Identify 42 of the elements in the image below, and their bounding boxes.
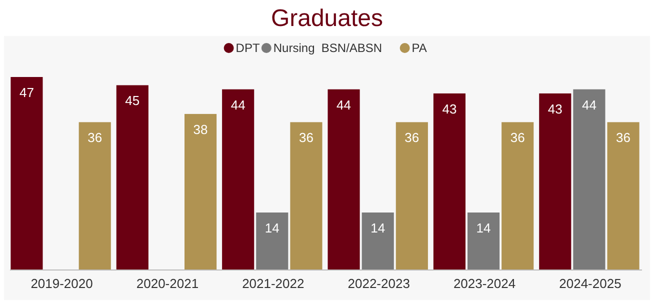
data-label: 45 — [125, 93, 140, 108]
bar — [573, 89, 606, 270]
data-label: 44 — [336, 97, 352, 112]
bar — [290, 122, 322, 270]
bar — [184, 114, 217, 270]
bar — [362, 212, 394, 270]
data-label: 14 — [370, 220, 386, 236]
data-label: 36 — [88, 130, 102, 146]
data-label: 14 — [476, 220, 491, 236]
bar — [222, 89, 254, 270]
bar — [78, 122, 111, 270]
legend-label: Nursing BSN/ABSN — [273, 41, 382, 55]
x-tick-label: 2019-2020 — [30, 276, 93, 291]
bar — [328, 89, 360, 270]
data-label: 43 — [548, 101, 562, 116]
data-label: 44 — [582, 97, 596, 112]
bar — [607, 122, 640, 270]
bar — [116, 85, 148, 270]
x-tick-label: 2021-2022 — [242, 276, 304, 291]
data-label: 36 — [404, 130, 420, 146]
x-tick-label: 2024-2025 — [559, 276, 622, 291]
x-tick-label: 2020-2021 — [136, 276, 199, 291]
chart-title: Graduates — [270, 5, 384, 32]
data-label: 36 — [616, 130, 631, 146]
bar — [502, 122, 534, 270]
bar — [539, 93, 572, 270]
data-label: 38 — [193, 122, 208, 137]
data-label: 44 — [230, 97, 246, 112]
x-tick-label: 2023-2024 — [453, 276, 516, 291]
bar — [396, 122, 428, 270]
bar — [10, 77, 43, 270]
bar — [433, 93, 466, 270]
data-label: 43 — [442, 101, 457, 116]
legend-label: DPT — [236, 41, 260, 55]
x-tick-label: 2022-2023 — [348, 276, 410, 291]
data-label: 47 — [19, 85, 34, 100]
data-label: 14 — [264, 220, 280, 236]
data-label: 36 — [510, 130, 525, 146]
data-label: 36 — [298, 130, 314, 146]
bar — [467, 212, 500, 270]
legend-label: PA — [412, 41, 427, 55]
bar — [256, 212, 288, 270]
